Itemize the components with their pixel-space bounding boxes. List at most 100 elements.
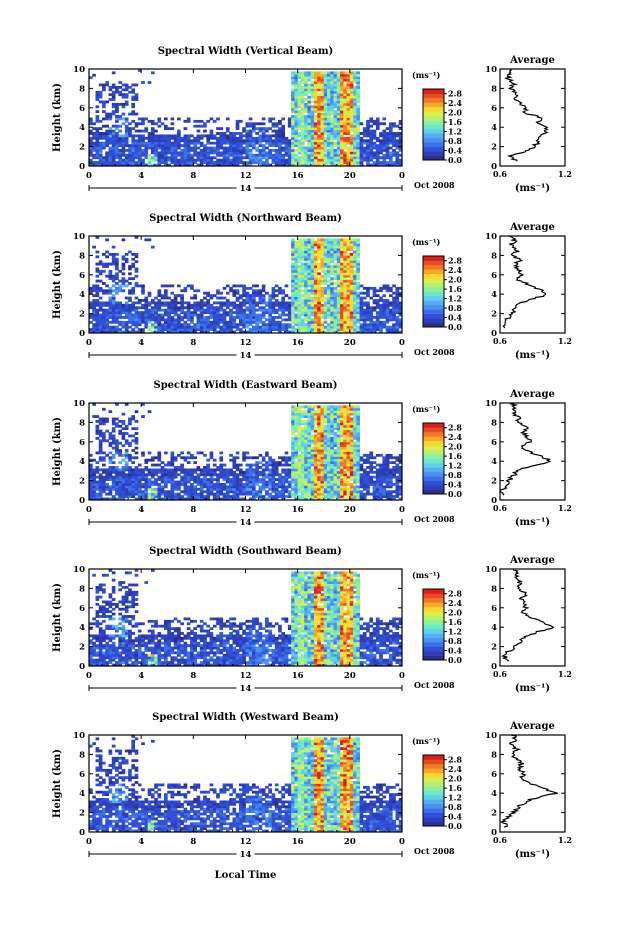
- heatmap-cell: [115, 124, 119, 128]
- heatmap-cell: [183, 119, 188, 123]
- heatmap-cell: [333, 156, 338, 160]
- heatmap-cell: [238, 468, 243, 472]
- heatmap-cell: [121, 480, 126, 484]
- heatmap-cell: [304, 238, 308, 242]
- heatmap-cell: [98, 134, 103, 138]
- heatmap-cell: [196, 478, 201, 481]
- heatmap-cell: [137, 163, 142, 167]
- heatmap-cell: [333, 308, 338, 312]
- heatmap-cell: [336, 238, 341, 242]
- heatmap-cell: [180, 451, 184, 455]
- heatmap-cell: [310, 291, 315, 295]
- heatmap-cell: [115, 289, 119, 293]
- heatmap-cell: [343, 257, 347, 261]
- heatmap-cell: [278, 303, 282, 307]
- heatmap-cell: [346, 245, 351, 249]
- heatmap-cell: [353, 274, 357, 278]
- heatmap-cell: [229, 136, 233, 140]
- heatmap-cell: [209, 325, 214, 329]
- heatmap-cell: [157, 139, 162, 143]
- heatmap-cell: [327, 110, 331, 114]
- heatmap-cell: [353, 325, 357, 329]
- heatmap-cell: [252, 289, 256, 293]
- heatmap-cell: [190, 478, 194, 481]
- heatmap-cell: [320, 303, 325, 307]
- heatmap-cell: [229, 289, 233, 293]
- heatmap-cell: [300, 299, 305, 302]
- heatmap-cell: [209, 323, 214, 327]
- heatmap-cell: [340, 265, 344, 268]
- heatmap-cell: [252, 301, 256, 305]
- heatmap-cell: [144, 129, 149, 133]
- heatmap-cell: [320, 144, 325, 147]
- heatmap-cell: [89, 291, 93, 295]
- heatmap-cell: [382, 303, 387, 307]
- heatmap-cell: [154, 306, 158, 310]
- heatmap-cell: [304, 260, 308, 264]
- heatmap-cell: [333, 100, 338, 104]
- heatmap-cell: [118, 311, 122, 314]
- heatmap-cell: [108, 262, 113, 266]
- heatmap-cell: [349, 262, 354, 266]
- heatmap-cell: [238, 136, 243, 140]
- heatmap-cell: [147, 141, 152, 145]
- heatmap-cell: [144, 320, 149, 324]
- heatmap-cell: [349, 308, 354, 312]
- heatmap-cell: [242, 473, 246, 477]
- heatmap-cell: [235, 291, 240, 295]
- heatmap-cell: [294, 119, 299, 123]
- heatmap-cell: [157, 328, 162, 331]
- heatmap-cell: [307, 267, 312, 271]
- avg-y-tick-label: 10: [485, 65, 497, 75]
- heatmap-cell: [320, 122, 325, 126]
- heatmap-cell: [124, 88, 129, 92]
- heatmap-cell: [115, 262, 119, 266]
- heatmap-cell: [320, 110, 325, 114]
- y-tick-label: 2: [79, 143, 85, 153]
- heatmap-cell: [398, 158, 403, 162]
- heatmap-cell: [307, 78, 312, 82]
- heatmap-cell: [225, 475, 230, 479]
- heatmap-cell: [287, 151, 292, 155]
- heatmap-cell: [225, 161, 230, 164]
- heatmap-cell: [89, 153, 93, 157]
- heatmap-cell: [268, 151, 272, 155]
- heatmap-cell: [395, 139, 400, 143]
- heatmap-cell: [105, 483, 109, 486]
- heatmap-cell: [271, 161, 276, 164]
- heatmap-cell: [150, 463, 155, 467]
- heatmap-cell: [150, 323, 155, 327]
- heatmap-cell: [98, 119, 103, 123]
- heatmap-cell: [294, 88, 299, 92]
- heatmap-cell: [111, 441, 116, 445]
- heatmap-cell: [323, 291, 328, 295]
- heatmap-cell: [343, 88, 347, 92]
- heatmap-cell: [242, 318, 246, 322]
- heatmap-cell: [320, 134, 325, 138]
- heatmap-cell: [327, 328, 331, 331]
- heatmap-cell: [108, 330, 113, 334]
- heatmap-cell: [108, 151, 113, 155]
- day-label-bg: [236, 183, 255, 192]
- x-tick-label: 16: [292, 338, 304, 348]
- heatmap-cell: [313, 274, 318, 278]
- heatmap-cell: [265, 328, 269, 331]
- heatmap-cell: [346, 286, 351, 290]
- heatmap-cell: [216, 480, 220, 484]
- heatmap-cell: [225, 480, 230, 484]
- heatmap-cell: [92, 328, 96, 331]
- colorbar-tick-label: 2.8: [448, 256, 462, 266]
- heatmap-cell: [225, 478, 230, 481]
- heatmap-cell: [320, 274, 325, 278]
- heatmap-cell: [163, 134, 168, 138]
- heatmap-cell: [111, 311, 116, 314]
- heatmap-cell: [336, 289, 341, 293]
- heatmap-cell: [287, 308, 292, 312]
- heatmap-cell: [340, 90, 344, 94]
- heatmap-cell: [349, 272, 354, 276]
- heatmap-cell: [392, 299, 396, 302]
- heatmap-cell: [111, 139, 116, 143]
- heatmap-cell: [121, 151, 126, 155]
- heatmap-cell: [128, 308, 132, 312]
- heatmap-cell: [108, 308, 113, 312]
